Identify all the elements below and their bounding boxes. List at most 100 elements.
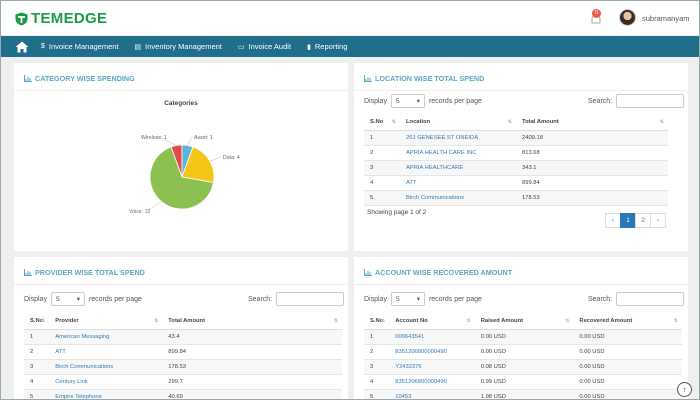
table-cell: 1.98 USD — [474, 389, 574, 399]
table-row: 5 Empire Telephone 40.69 — [24, 389, 342, 399]
nav-reporting[interactable]: ▮ Reporting — [307, 42, 347, 51]
column-header[interactable]: S.No ⇅ — [364, 314, 390, 330]
avatar[interactable] — [619, 9, 636, 26]
cell-link[interactable]: ATT — [400, 175, 516, 191]
cell-link[interactable]: 261 GENESEE ST ONEIDA — [400, 130, 516, 146]
cell-link[interactable]: 8351206800000490 — [389, 344, 475, 360]
page-size-control: Display 5 ▾ records per page — [364, 292, 482, 306]
column-header[interactable]: Account No ⇅ — [389, 314, 475, 330]
pie-leader-line — [209, 156, 222, 162]
column-header[interactable]: S.No ⇅ — [24, 314, 50, 330]
search-input[interactable] — [616, 94, 685, 108]
sort-icon: ⇅ — [466, 318, 471, 325]
divider — [354, 90, 688, 91]
bar-chart-icon — [364, 75, 372, 82]
search-label: Search: — [248, 295, 273, 303]
table-cell: 0.99 USD — [474, 374, 574, 390]
notification-button[interactable]: 0 — [588, 9, 604, 27]
panel-header: PROVIDER WISE TOTAL SPEND — [24, 268, 145, 277]
sort-icon: ⇅ — [41, 318, 46, 325]
column-header[interactable]: Total Amount ⇅ — [516, 115, 668, 131]
provider-panel: PROVIDER WISE TOTAL SPEND Display 5 ▾ rec… — [14, 257, 348, 399]
column-header[interactable]: Location ⇅ — [400, 115, 516, 131]
account-panel: ACCOUNT WISE RECOVERED AMOUNT Display 5 ▾… — [354, 257, 688, 399]
table-cell: 0.08 USD — [474, 359, 574, 375]
cell-link[interactable]: 000643541 — [389, 329, 475, 345]
bar-chart-icon — [364, 269, 372, 276]
column-header[interactable]: S.No ⇅ — [364, 115, 400, 131]
pie-label-asset: Asset: 1 — [194, 135, 213, 141]
cell-link[interactable]: 10453 — [389, 389, 475, 399]
pie-leader-line — [187, 136, 193, 146]
display-label: Display — [364, 97, 387, 105]
page-button[interactable]: 1 — [620, 213, 636, 228]
table-header-row: S.No ⇅ Location ⇅ Total Amount ⇅ — [364, 115, 668, 131]
pie-label-data: Data: 4 — [223, 155, 240, 161]
panel-title: PROVIDER WISE TOTAL SPEND — [35, 268, 145, 277]
home-icon[interactable] — [15, 41, 29, 53]
page-size-select[interactable]: 5 ▾ — [50, 292, 85, 306]
page-size-control: Display 5 ▾ records per page — [24, 292, 142, 306]
main-nav: $ Invoice Management ▤ Inventory Managem… — [1, 36, 699, 57]
search-input[interactable] — [616, 292, 685, 306]
column-header[interactable]: Provider ⇅ — [49, 314, 163, 330]
dollar-icon: $ — [41, 43, 45, 50]
table-row: 1 000643541 0.00 USD 0.00 USD — [364, 329, 682, 345]
cell-link[interactable]: Birch Communications — [400, 190, 516, 206]
chart-title: Categories — [164, 100, 198, 107]
caret-down-icon: ▾ — [416, 296, 420, 303]
brand-logo[interactable]: TEMEDGE — [15, 10, 107, 27]
cell-link[interactable]: Century Link — [49, 374, 163, 390]
table-cell: 0.00 USD — [573, 344, 682, 360]
nav-label: Inventory Management — [145, 42, 222, 51]
cell-link[interactable]: American Messaging — [49, 329, 163, 345]
table-cell: 2 — [24, 344, 50, 360]
next-page-button[interactable]: › — [650, 213, 666, 228]
page-button[interactable]: 2 — [635, 213, 651, 228]
card-icon: ▭ — [237, 43, 245, 51]
column-header[interactable]: Recovered Amount ⇅ — [573, 314, 682, 330]
pie-slice-voice[interactable] — [149, 146, 214, 210]
cell-link[interactable]: Birch Communications — [49, 359, 163, 375]
pagination-info: Showing page 1 of 2 — [367, 209, 427, 216]
cell-link[interactable]: Y2432376 — [389, 359, 475, 375]
table-header-row: S.No ⇅ Provider ⇅ Total Amount ⇅ — [24, 314, 342, 330]
sort-icon: ⇅ — [154, 318, 159, 325]
column-header[interactable]: Total Amount ⇅ — [162, 314, 342, 330]
column-header[interactable]: Raised Amount ⇅ — [474, 314, 574, 330]
table-cell: 4 — [364, 374, 390, 390]
table-cell: 0.00 USD — [573, 389, 682, 399]
cell-link[interactable]: Empire Telephone — [49, 389, 163, 399]
nav-invoice-management[interactable]: $ Invoice Management — [41, 42, 119, 51]
pie-leader-line — [146, 201, 162, 212]
table-cell: 178.53 — [516, 190, 668, 206]
table-cell: 343.1 — [516, 160, 668, 176]
table-row: 2 8351206800000490 0.00 USD 0.00 USD — [364, 344, 682, 360]
prev-page-button[interactable]: ‹ — [605, 213, 621, 228]
table-cell: 4 — [24, 374, 50, 390]
scroll-to-top-button[interactable]: ↑ — [677, 382, 692, 397]
page-size-select[interactable]: 5 ▾ — [390, 94, 425, 108]
nav-invoice-audit[interactable]: ▭ Invoice Audit — [238, 42, 291, 51]
search-input[interactable] — [276, 292, 345, 306]
cell-link[interactable]: ATT — [49, 344, 163, 360]
cell-link[interactable]: APRIA HEALTH CARE INC — [400, 145, 516, 161]
account-table: S.No ⇅ Account No ⇅ Raised Amount ⇅ Recovered … — [364, 314, 682, 399]
pagination: ‹ 1 2 › — [605, 213, 666, 228]
pie-label-wireless: Wireless: 1 — [141, 135, 167, 141]
panel-header: LOCATION WISE TOTAL SPEND — [364, 74, 484, 83]
cell-link[interactable]: 8351206800000490 — [389, 374, 475, 390]
table-cell: 1 — [364, 329, 390, 345]
table-cell: 0.00 USD — [573, 359, 682, 375]
page-size-select[interactable]: 5 ▾ — [390, 292, 425, 306]
nav-inventory-management[interactable]: ▤ Inventory Management — [135, 42, 222, 51]
nav-label: Reporting — [314, 42, 348, 51]
table-row: 2 APRIA HEALTH CARE INC 813.68 — [364, 145, 668, 161]
cell-link[interactable]: APRIA HEALTHCARE — [400, 160, 516, 176]
username[interactable]: subramanyam — [642, 14, 690, 23]
display-label: Display — [364, 295, 387, 303]
table-cell: 40.69 — [162, 389, 342, 399]
search-control: Search: — [248, 292, 345, 306]
table-cell: 0.00 USD — [573, 374, 682, 390]
nav-label: Invoice Audit — [248, 42, 292, 51]
